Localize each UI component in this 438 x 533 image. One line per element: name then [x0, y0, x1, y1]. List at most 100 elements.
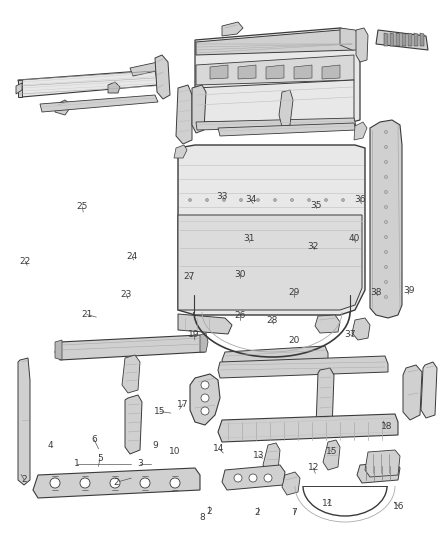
Text: 27: 27 [184, 272, 195, 280]
Text: 29: 29 [289, 288, 300, 296]
Circle shape [257, 198, 259, 201]
Polygon shape [402, 33, 406, 46]
Circle shape [249, 474, 257, 482]
Circle shape [385, 265, 388, 269]
Circle shape [385, 251, 388, 254]
Polygon shape [238, 65, 256, 79]
Polygon shape [354, 122, 367, 140]
Polygon shape [282, 472, 300, 495]
Text: 9: 9 [152, 441, 159, 449]
Polygon shape [222, 346, 328, 368]
Circle shape [385, 190, 388, 193]
Text: 19: 19 [188, 330, 199, 339]
Circle shape [188, 198, 191, 201]
Polygon shape [218, 414, 398, 442]
Polygon shape [108, 82, 120, 93]
Text: 26: 26 [234, 311, 246, 320]
Polygon shape [384, 33, 388, 46]
Circle shape [50, 478, 60, 488]
Circle shape [223, 198, 226, 201]
Circle shape [385, 295, 388, 298]
Polygon shape [178, 145, 365, 315]
Polygon shape [176, 85, 192, 144]
Text: 4: 4 [48, 441, 53, 449]
Text: 37: 37 [345, 330, 356, 339]
Text: 40: 40 [348, 235, 360, 243]
Polygon shape [210, 65, 228, 79]
Polygon shape [33, 468, 200, 498]
Text: 8: 8 [199, 513, 205, 521]
Circle shape [201, 407, 209, 415]
Polygon shape [365, 450, 400, 477]
Text: 32: 32 [307, 242, 319, 251]
Polygon shape [370, 120, 402, 318]
Polygon shape [190, 374, 220, 425]
Text: 21: 21 [81, 310, 92, 319]
Text: 17: 17 [177, 400, 189, 408]
Polygon shape [390, 33, 394, 46]
Text: 36: 36 [354, 196, 366, 204]
Polygon shape [18, 80, 22, 97]
Polygon shape [376, 30, 428, 50]
Polygon shape [122, 355, 140, 393]
Circle shape [385, 160, 388, 164]
Text: 6: 6 [91, 435, 97, 444]
Polygon shape [155, 55, 170, 99]
Polygon shape [174, 145, 187, 158]
Text: 3: 3 [137, 459, 143, 468]
Polygon shape [403, 365, 422, 420]
Circle shape [273, 198, 276, 201]
Text: 34: 34 [245, 196, 256, 204]
Polygon shape [421, 362, 437, 418]
Polygon shape [55, 100, 72, 115]
Polygon shape [414, 33, 418, 46]
Text: 25: 25 [77, 203, 88, 211]
Circle shape [201, 394, 209, 402]
Text: 13: 13 [253, 451, 264, 460]
Polygon shape [196, 55, 354, 85]
Circle shape [385, 206, 388, 208]
Circle shape [170, 478, 180, 488]
Circle shape [307, 198, 311, 201]
Polygon shape [222, 22, 243, 36]
Polygon shape [340, 28, 360, 50]
Polygon shape [323, 440, 340, 470]
Text: 2: 2 [207, 507, 212, 516]
Circle shape [240, 198, 243, 201]
Circle shape [385, 146, 388, 149]
Polygon shape [178, 215, 362, 310]
Polygon shape [352, 318, 370, 340]
Text: 35: 35 [311, 201, 322, 209]
Text: 28: 28 [266, 317, 277, 325]
Circle shape [385, 236, 388, 238]
Polygon shape [192, 85, 206, 133]
Polygon shape [279, 90, 293, 127]
Text: 14: 14 [213, 445, 225, 453]
Text: 30: 30 [234, 270, 246, 279]
Text: 2: 2 [21, 475, 27, 484]
Circle shape [385, 221, 388, 223]
Polygon shape [196, 30, 354, 55]
Circle shape [201, 381, 209, 389]
Text: 18: 18 [381, 422, 392, 431]
Polygon shape [408, 33, 412, 46]
Text: 20: 20 [289, 336, 300, 344]
Polygon shape [420, 33, 424, 46]
Polygon shape [396, 33, 400, 46]
Polygon shape [218, 356, 388, 378]
Text: 10: 10 [169, 448, 180, 456]
Polygon shape [195, 28, 360, 125]
Circle shape [264, 474, 272, 482]
Circle shape [80, 478, 90, 488]
Circle shape [234, 474, 242, 482]
Circle shape [325, 198, 328, 201]
Polygon shape [322, 65, 340, 79]
Polygon shape [222, 465, 285, 490]
Polygon shape [130, 62, 161, 76]
Circle shape [385, 280, 388, 284]
Polygon shape [218, 123, 356, 136]
Polygon shape [200, 333, 208, 352]
Polygon shape [178, 314, 232, 334]
Polygon shape [18, 70, 158, 97]
Circle shape [385, 175, 388, 179]
